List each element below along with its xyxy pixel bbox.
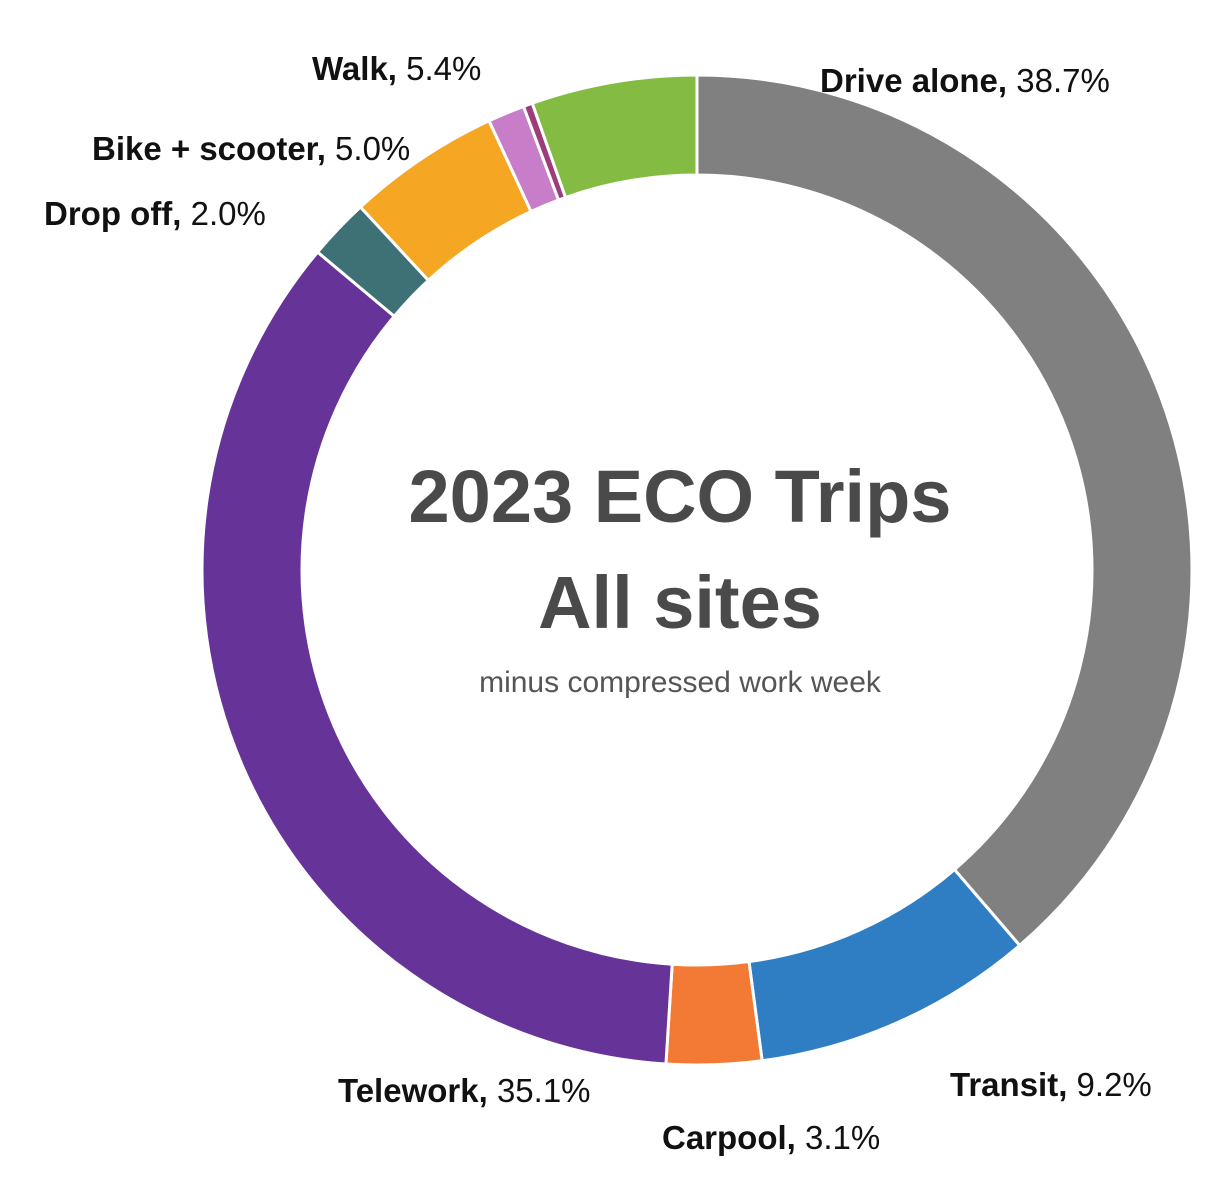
slice-telework xyxy=(200,249,674,1066)
slice-label-drop-off: Drop off, 2.0% xyxy=(44,195,266,232)
slice-label-walk: Walk, 5.4% xyxy=(312,50,481,87)
chart-title: 2023 ECO Trips xyxy=(409,455,952,538)
slice-label-value: 5.4% xyxy=(397,50,481,87)
chart-title-line2: All sites xyxy=(538,561,822,644)
slice-label-name: Telework, xyxy=(338,1072,488,1109)
slice-drive-alone xyxy=(695,73,1194,948)
slice-label-name: Transit, xyxy=(950,1066,1067,1103)
slice-label-value: 2.0% xyxy=(181,195,265,232)
slice-label-value: 5.0% xyxy=(326,130,410,167)
slice-transit xyxy=(747,867,1022,1063)
slice-label-name: Drive alone, xyxy=(820,62,1007,99)
slice-carpool xyxy=(664,959,764,1067)
slice-walk xyxy=(530,73,699,200)
slice-labels: Drive alone, 38.7% Transit, 9.2% Carpool, … xyxy=(44,50,1152,1156)
slice-label-telework: Telework, 35.1% xyxy=(338,1072,591,1109)
chart-subtitle: minus compressed work week xyxy=(479,666,882,699)
slice-label-name: Carpool, xyxy=(662,1119,796,1156)
slice-label-name: Drop off, xyxy=(44,195,181,232)
slice-label-name: Walk, xyxy=(312,50,397,87)
slice-label-bike-scooter: Bike + scooter, 5.0% xyxy=(92,130,410,167)
slice-label-value: 3.1% xyxy=(796,1119,880,1156)
slice-label-value: 9.2% xyxy=(1067,1066,1151,1103)
slice-label-drive-alone: Drive alone, 38.7% xyxy=(820,62,1110,99)
slice-label-transit: Transit, 9.2% xyxy=(950,1066,1152,1103)
slice-label-carpool: Carpool, 3.1% xyxy=(662,1119,880,1156)
donut-slices xyxy=(200,73,1194,1067)
slice-label-value: 38.7% xyxy=(1007,62,1110,99)
slice-label-value: 35.1% xyxy=(488,1072,591,1109)
slice-label-name: Bike + scooter, xyxy=(92,130,326,167)
